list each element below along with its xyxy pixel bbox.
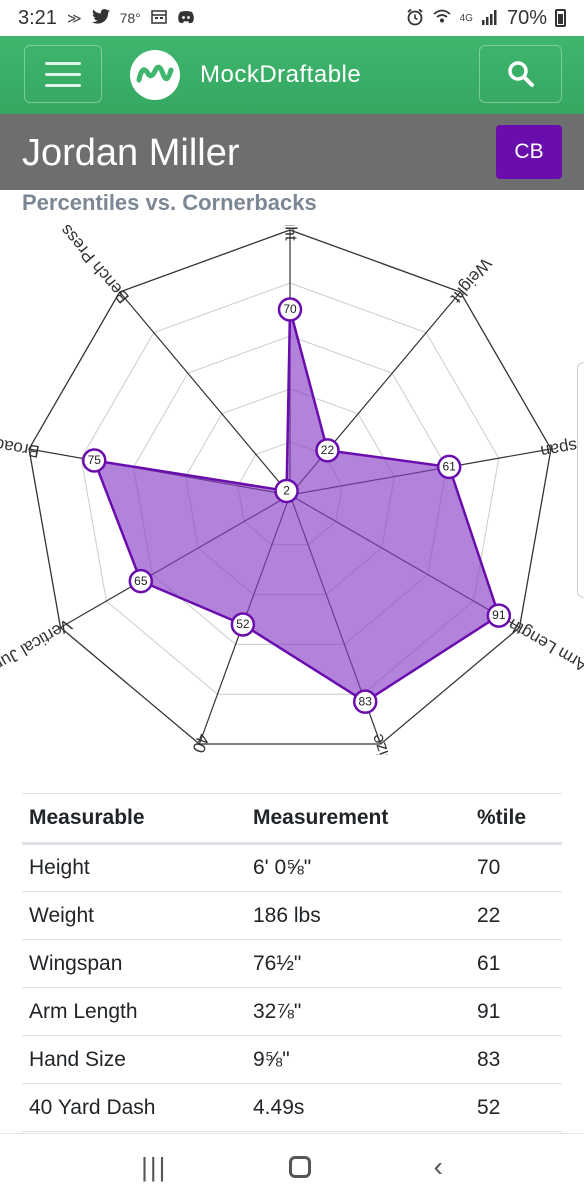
search-icon [507, 61, 534, 87]
menu-button[interactable] [24, 45, 102, 103]
search-button[interactable] [479, 45, 562, 103]
measurable-cell: 40 Yard Dash [22, 1083, 246, 1132]
hamburger-icon-line [45, 72, 81, 76]
measurement-cell: 4.49s [246, 1083, 470, 1132]
radar-point-label: 91 [492, 608, 506, 622]
section-title: Percentiles vs. Cornerbacks [22, 190, 317, 215]
signal-icon [481, 9, 499, 28]
percentile-cell: 52 [470, 1083, 562, 1132]
percentile-cell: 83 [470, 1035, 562, 1084]
radar-point-label: 75 [88, 453, 102, 467]
radar-axis-label: Arm Length [505, 615, 584, 675]
radar-spoke [119, 291, 291, 496]
status-bar: 3:21 ≫ 78° 4G 70% [0, 0, 584, 36]
radar-point [352, 689, 378, 714]
radar-axis-label: Weight [447, 254, 496, 307]
player-header: Jordan Miller CB [0, 114, 584, 190]
measurable-cell: Wingspan [22, 939, 246, 988]
measurement-cell: 76½" [246, 939, 470, 988]
table-row: Hand Size 9⅝" 83 [22, 1035, 562, 1084]
radar-axis-label: Vertical Jump [0, 615, 75, 682]
percentile-cell: 70 [470, 843, 562, 892]
radar-axis-label: Height [282, 225, 301, 241]
player-name: Jordan Miller [22, 132, 240, 174]
radar-outer-ring [28, 229, 552, 745]
measurable-cell: Height [22, 843, 246, 892]
table-header-row: Measurable Measurement %tile [22, 793, 562, 845]
calendar-icon [151, 9, 167, 27]
radar-point [82, 448, 107, 473]
percentile-cell: 61 [470, 939, 562, 988]
radar-point [315, 438, 340, 463]
radar-grid-ring [80, 282, 500, 695]
radar-point-label: 70 [283, 302, 297, 316]
table-row: 40 Yard Dash 4.49s 52 [22, 1083, 562, 1132]
column-header-measurable: Measurable [22, 793, 246, 845]
alarm-icon [406, 8, 424, 29]
top-navbar: MockDraftable [0, 36, 584, 114]
position-badge[interactable]: CB [496, 125, 562, 179]
brand-logo-icon [130, 50, 180, 100]
measurement-cell: 186 lbs [246, 891, 470, 940]
column-header-percentile: %tile [470, 793, 562, 845]
android-nav-bar: ||| ‹ [0, 1133, 584, 1200]
radar-point [230, 612, 256, 637]
radar-point [128, 568, 154, 594]
radar-axis-label: Hand Size [367, 731, 412, 755]
radar-point-label: 2 [283, 484, 290, 498]
back-icon[interactable]: ‹ [433, 1151, 443, 1182]
radar-point-label: 61 [443, 460, 457, 474]
measurement-cell: 9⅝" [246, 1035, 470, 1084]
temperature-text: 78° [119, 10, 141, 26]
measurables-table: Measurable Measurement %tile Height 6' 0… [22, 793, 562, 1132]
percentile-cell: 22 [470, 891, 562, 940]
radar-point [274, 478, 299, 504]
column-header-measurement: Measurement [246, 793, 470, 845]
radar-point-label: 65 [134, 574, 148, 588]
measurement-cell: 6' 0⅝" [246, 843, 470, 892]
radar-axis-label: Bench Press [56, 225, 133, 307]
radar-point-label: 22 [321, 443, 335, 457]
radar-point-label: 52 [236, 617, 250, 631]
radar-data-area [93, 308, 501, 703]
radar-point [486, 603, 512, 628]
radar-point [436, 454, 462, 480]
radar-point-label: 83 [359, 694, 373, 708]
radar-axis-label: 40 Yard Dash [160, 731, 213, 755]
measurable-cell: Weight [22, 891, 246, 940]
measurement-cell: 32⅞" [246, 987, 470, 1036]
brand-name: MockDraftable [200, 61, 362, 88]
twitter-icon [91, 9, 110, 27]
battery-percent: 70% [506, 6, 547, 29]
lte-icon: 4G [459, 12, 473, 24]
scrollbar[interactable] [577, 362, 584, 598]
battery-icon [555, 9, 566, 27]
hamburger-icon-line [45, 83, 81, 87]
wifi-calling-icon [432, 8, 452, 29]
measurable-cell: Arm Length [22, 987, 246, 1036]
brand-link[interactable]: MockDraftable [130, 50, 361, 100]
forward-icon: ≫ [66, 9, 82, 26]
measurable-cell: Hand Size [22, 1035, 246, 1084]
radar-point [277, 297, 303, 322]
radar-axis-label: Broad Jump [0, 427, 41, 462]
table-row: Wingspan 76½" 61 [22, 939, 562, 988]
home-icon[interactable] [289, 1156, 312, 1178]
percentile-cell: 91 [470, 987, 562, 1036]
table-row: Height 6' 0⅝" 70 [22, 843, 562, 892]
status-time: 3:21 [18, 6, 57, 29]
hamburger-icon-line [45, 61, 81, 65]
table-row: Arm Length 32⅞" 91 [22, 987, 562, 1036]
radar-chart: HeightWeightWingspanArm LengthHand Size4… [0, 225, 584, 755]
discord-icon [177, 10, 195, 27]
table-row: Weight 186 lbs 22 [22, 891, 562, 940]
recent-apps-icon[interactable]: ||| [141, 1151, 168, 1182]
